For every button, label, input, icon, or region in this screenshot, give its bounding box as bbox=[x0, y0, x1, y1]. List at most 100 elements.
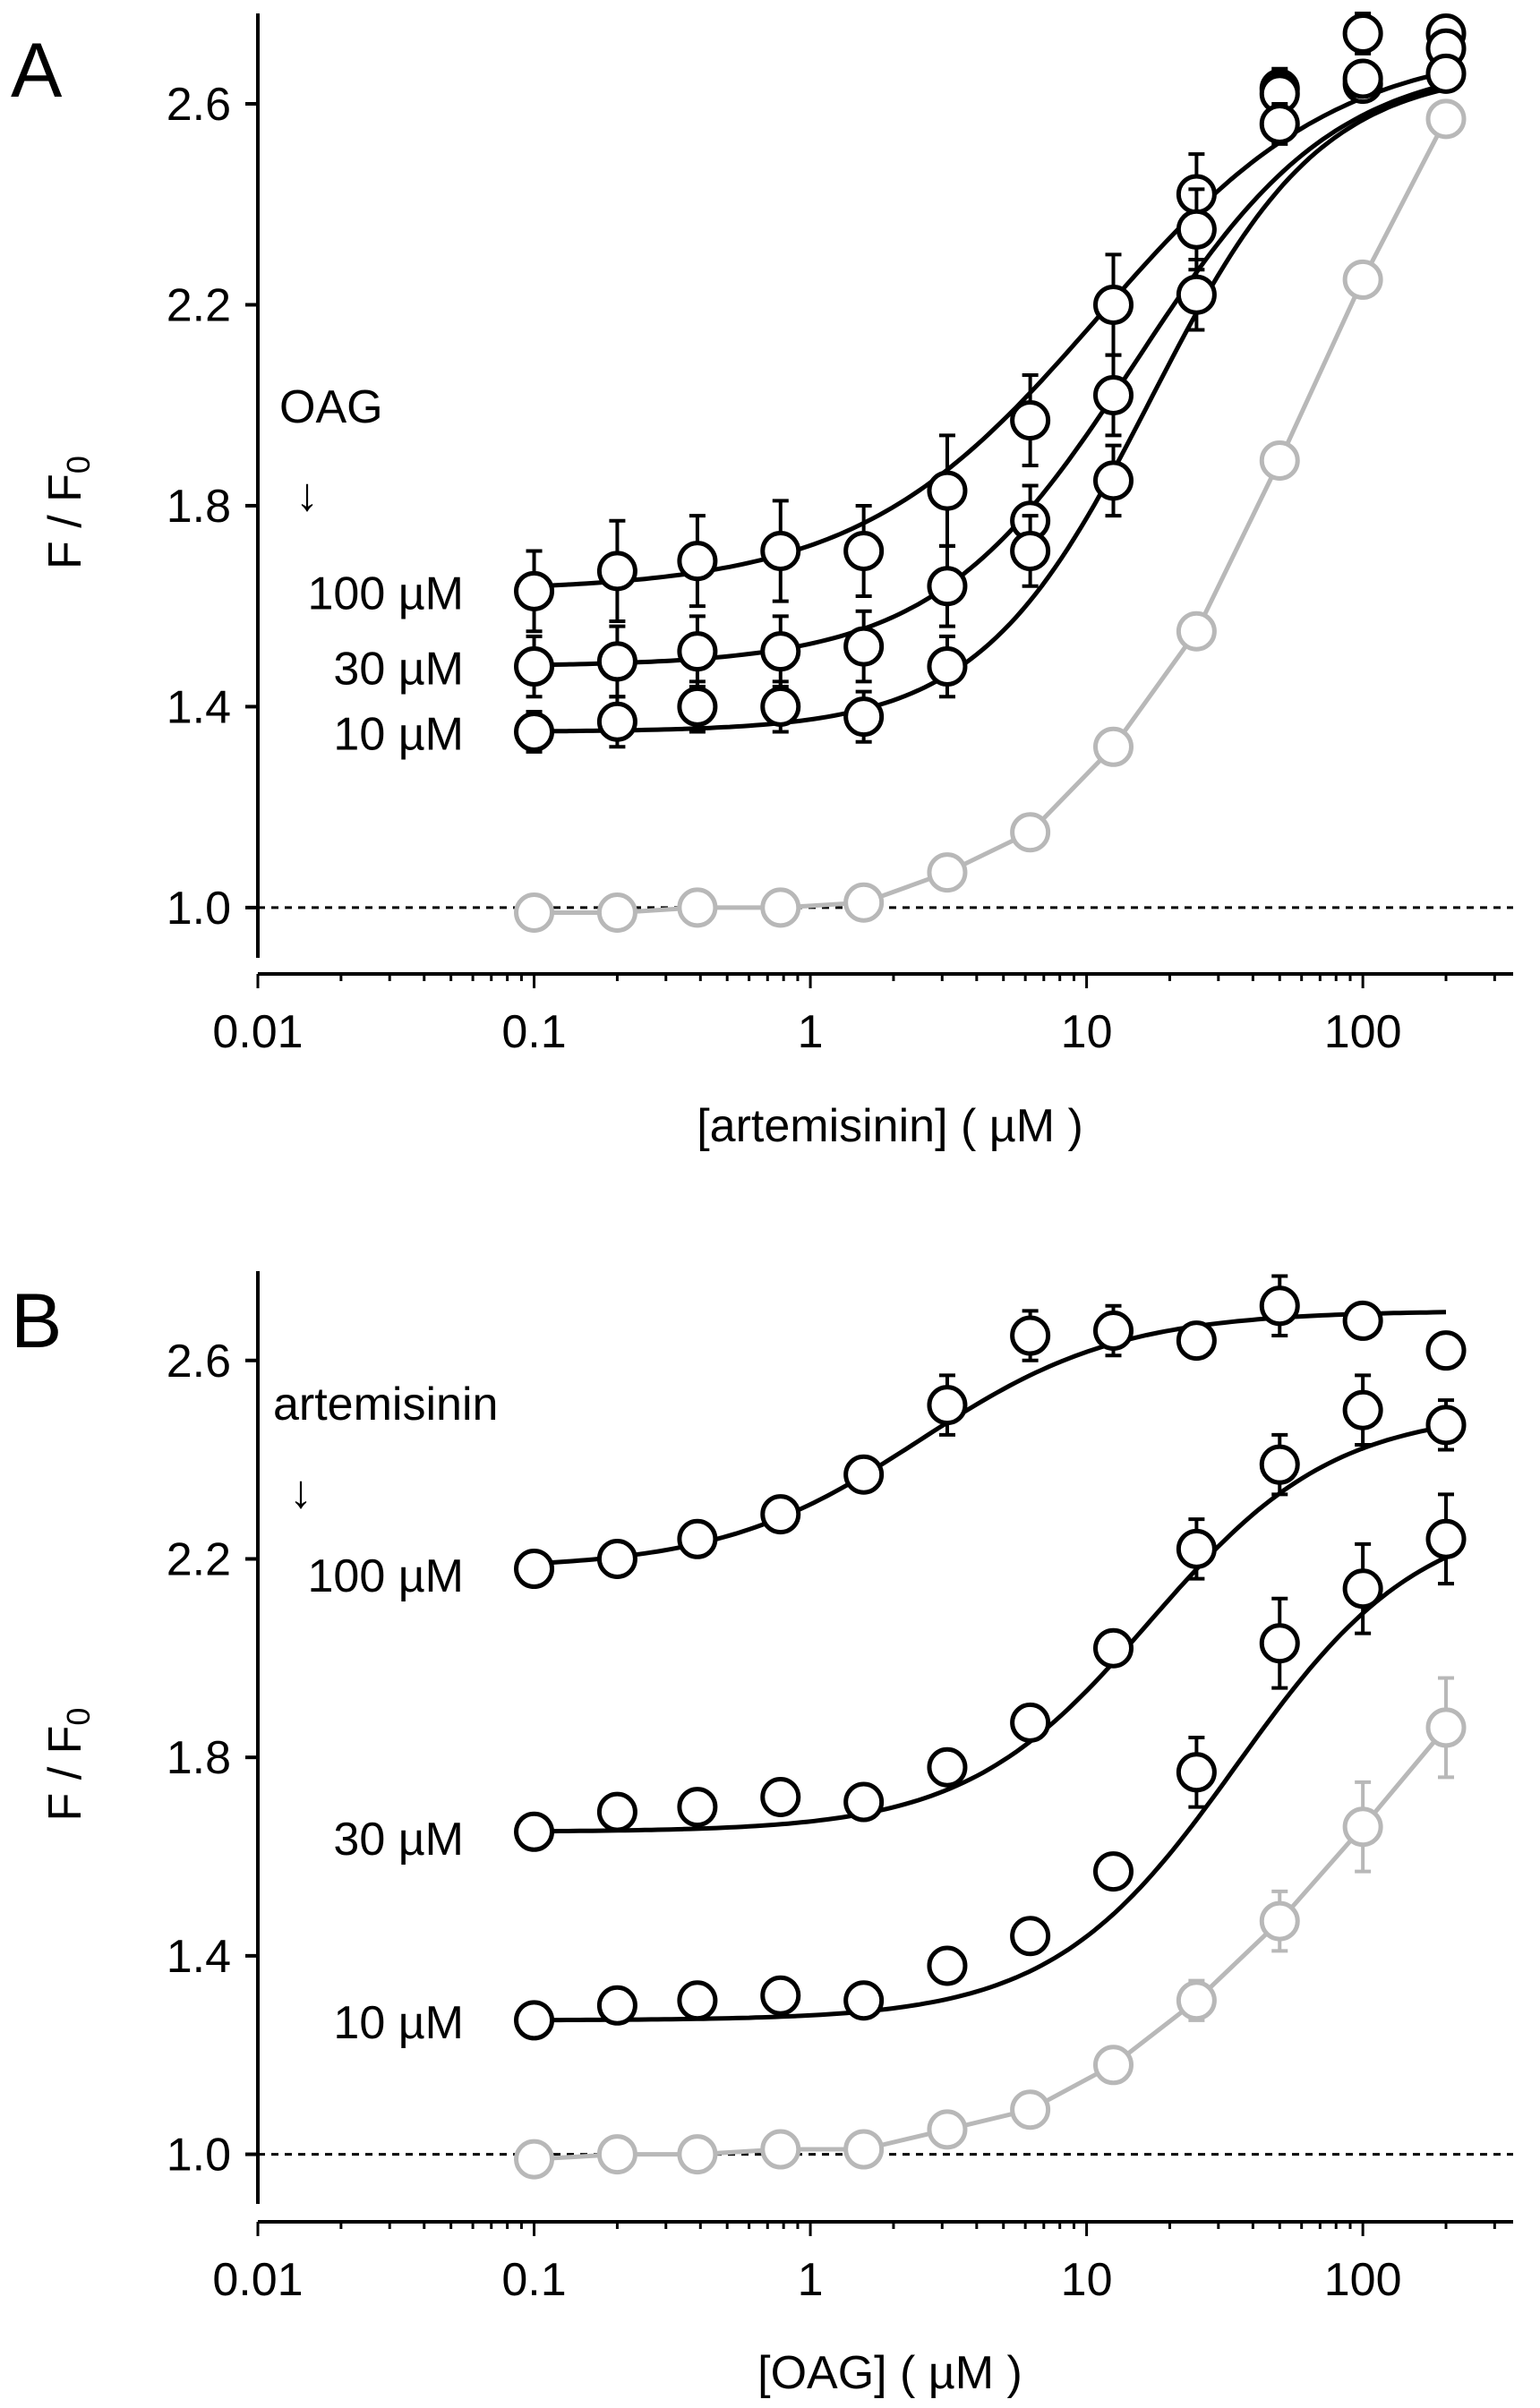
data-point bbox=[514, 1811, 555, 1852]
data-point bbox=[1259, 1444, 1300, 1485]
series-control bbox=[514, 98, 1467, 933]
x-tick-label: 0.01 bbox=[212, 2254, 303, 2306]
series-label: 10 µM bbox=[333, 708, 464, 760]
y-tick-label: 1.4 bbox=[167, 1931, 231, 1983]
fit-curve bbox=[534, 117, 1449, 915]
data-point bbox=[677, 2134, 718, 2175]
data-point bbox=[1259, 440, 1300, 481]
data-point bbox=[760, 631, 801, 672]
legend-title: artemisinin bbox=[273, 1379, 498, 1430]
data-point bbox=[1176, 1980, 1217, 2021]
y-tick-label: 1.0 bbox=[167, 883, 231, 935]
data-point bbox=[514, 570, 555, 611]
data-point bbox=[760, 530, 801, 571]
data-point bbox=[1010, 812, 1051, 853]
x-tick-label: 1 bbox=[798, 2254, 824, 2306]
data-point bbox=[1010, 400, 1051, 441]
data-point bbox=[760, 1494, 801, 1535]
data-point bbox=[677, 1980, 718, 2021]
data-point bbox=[1425, 53, 1467, 94]
legend-title: OAG bbox=[279, 381, 383, 433]
panel-letter: B bbox=[11, 1278, 62, 1364]
data-point bbox=[1010, 1315, 1051, 1356]
y-axis-title: F / F0 bbox=[39, 456, 97, 569]
series-10um: 10 µM bbox=[333, 53, 1467, 760]
data-point bbox=[843, 1454, 885, 1495]
series-control bbox=[514, 1676, 1467, 2180]
series-30um: 30 µM bbox=[333, 1373, 1467, 1866]
down-arrow-icon: ↓ bbox=[295, 469, 319, 521]
x-tick-label: 100 bbox=[1324, 2254, 1402, 2306]
data-point bbox=[1010, 530, 1051, 571]
data-point bbox=[760, 887, 801, 928]
data-point bbox=[596, 1985, 637, 2026]
data-point bbox=[843, 1980, 885, 2021]
series-10um: 10 µM bbox=[333, 1492, 1467, 2049]
data-point bbox=[1093, 726, 1134, 767]
data-point bbox=[1425, 1518, 1467, 1559]
data-point bbox=[843, 882, 885, 923]
fit-curve bbox=[534, 1555, 1448, 2023]
series-label: 10 µM bbox=[333, 1997, 464, 2049]
data-point bbox=[514, 2000, 555, 2041]
data-point bbox=[1342, 1389, 1383, 1430]
data-point bbox=[1342, 1806, 1383, 1848]
x-tick-label: 1 bbox=[798, 1006, 824, 1058]
data-point bbox=[760, 1975, 801, 2016]
fit-curve bbox=[534, 1424, 1447, 1834]
data-point bbox=[843, 1781, 885, 1823]
data-point bbox=[677, 631, 718, 672]
data-point bbox=[1093, 1627, 1134, 1669]
data-point bbox=[760, 1777, 801, 1818]
data-point bbox=[596, 892, 637, 933]
data-point bbox=[1093, 374, 1134, 415]
y-tick-label: 2.6 bbox=[167, 79, 231, 131]
data-point bbox=[596, 701, 637, 742]
data-point bbox=[1093, 284, 1134, 325]
data-point bbox=[596, 641, 637, 682]
data-point bbox=[1342, 1568, 1383, 1610]
data-point bbox=[843, 696, 885, 738]
x-axis-title: [artemisinin] ( µM ) bbox=[697, 1100, 1083, 1152]
data-point bbox=[514, 1549, 555, 1590]
data-point bbox=[596, 1791, 637, 1832]
data-point bbox=[1093, 2045, 1134, 2086]
panel-a: A 1.0 1.4 1.8 2.2 2.6 0.01 0.1 1 10 100 [artemisini… bbox=[11, 12, 1513, 1152]
data-point bbox=[1093, 1311, 1134, 1352]
data-point bbox=[1010, 1702, 1051, 1743]
data-point bbox=[927, 1945, 968, 1986]
data-point bbox=[843, 2129, 885, 2170]
data-point bbox=[596, 1538, 637, 1579]
data-point bbox=[1425, 1405, 1467, 1446]
data-point bbox=[1176, 1752, 1217, 1793]
data-point bbox=[927, 1746, 968, 1788]
data-point bbox=[1176, 1528, 1217, 1569]
y-tick-label: 1.8 bbox=[167, 1732, 231, 1784]
y-axis-title-subscript: 0 bbox=[60, 1708, 97, 1726]
data-point bbox=[760, 686, 801, 727]
x-tick-label: 0.1 bbox=[501, 1006, 566, 1058]
data-point bbox=[1259, 1900, 1300, 1942]
y-axis-title: F / F0 bbox=[39, 1708, 97, 1822]
data-point bbox=[1176, 611, 1217, 652]
data-point bbox=[1425, 1707, 1467, 1748]
data-point bbox=[596, 2134, 637, 2175]
data-point bbox=[1093, 1851, 1134, 1892]
data-point bbox=[677, 1518, 718, 1559]
fit-curve bbox=[534, 1310, 1447, 1567]
data-point bbox=[1010, 2089, 1051, 2130]
series-label: 30 µM bbox=[333, 1814, 464, 1866]
fit-curve bbox=[534, 1726, 1448, 2162]
data-point bbox=[1176, 209, 1217, 250]
data-point bbox=[1093, 460, 1134, 501]
x-tick-label: 0.1 bbox=[501, 2254, 566, 2306]
series-label: 100 µM bbox=[308, 568, 464, 619]
data-point bbox=[1176, 274, 1217, 315]
y-axis-title-main: F / F bbox=[39, 474, 91, 569]
data-point bbox=[514, 892, 555, 933]
data-point bbox=[843, 530, 885, 571]
data-point bbox=[927, 646, 968, 687]
data-point bbox=[677, 686, 718, 727]
data-point bbox=[1342, 58, 1383, 99]
